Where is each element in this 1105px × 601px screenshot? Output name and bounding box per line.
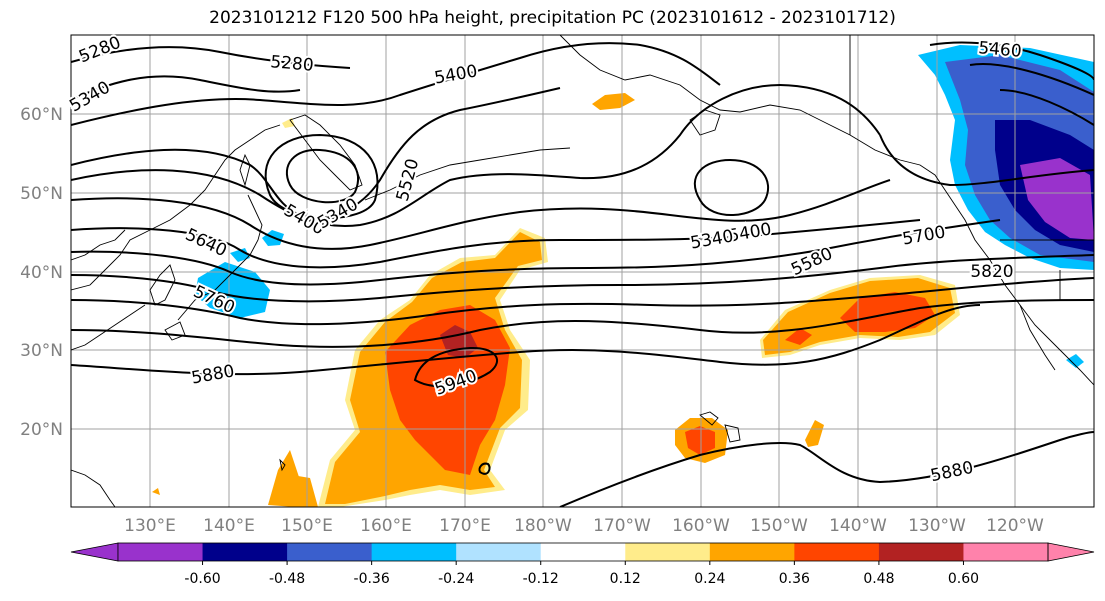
- colorbar-segment: [878, 543, 964, 561]
- colorbar-segment: [794, 543, 880, 561]
- colorbar-segment: [709, 543, 795, 561]
- contour-label: 5820: [970, 262, 1013, 282]
- colorbar-tick-label: -0.12: [523, 571, 559, 587]
- colorbar-frame: [117, 542, 1049, 562]
- longitude-label: 140°W: [829, 516, 887, 536]
- longitude-label: 150°W: [750, 516, 808, 536]
- height-contours: [71, 41, 1094, 507]
- longitude-label: 170°E: [439, 516, 491, 536]
- colorbar-tick-label: -0.60: [184, 571, 220, 587]
- latitude-labels: 60°N 50°N 40°N 30°N 20°N: [20, 105, 63, 440]
- colorbar-extend-max: [1047, 542, 1095, 562]
- latitude-label: 20°N: [20, 420, 63, 440]
- colorbar-segment: [963, 543, 1049, 561]
- latitude-label: 60°N: [20, 105, 63, 125]
- longitude-label: 120°W: [986, 516, 1044, 536]
- longitude-label: 160°E: [360, 516, 412, 536]
- longitude-labels: 130°E 140°E 150°E 160°E 170°E 180°W 170°W 160°W…: [124, 516, 1044, 536]
- colorbar-segment: [540, 543, 626, 561]
- map-title: 2023101212 F120 500 hPa height, precipit…: [209, 8, 896, 28]
- longitude-label: 160°W: [672, 516, 730, 536]
- colorbar-tick-label: -0.24: [438, 571, 474, 587]
- colorbar-segment: [202, 543, 288, 561]
- colorbar-extend-min: [70, 542, 119, 562]
- colorbar-tick-label: -0.48: [269, 571, 305, 587]
- contour-label: 5460: [978, 38, 1023, 62]
- colorbar-tick-label: 0.12: [610, 571, 641, 587]
- contour-label: 5280: [270, 52, 315, 76]
- longitude-label: 170°W: [593, 516, 651, 536]
- latitude-label: 40°N: [20, 263, 63, 283]
- colorbar-segment: [118, 543, 204, 561]
- colorbar-segment: [287, 543, 373, 561]
- colorbar-segment: [371, 543, 457, 561]
- colorbar: -0.60 -0.48 -0.36 -0.24 -0.12 0.12 0.24 0.36 0.4…: [70, 542, 1095, 587]
- colorbar-segment: [456, 543, 542, 561]
- map-frame: [70, 34, 1095, 508]
- colorbar-tick-label: 0.36: [779, 571, 810, 587]
- latitude-label: 30°N: [20, 341, 63, 361]
- longitude-label: 150°E: [281, 516, 333, 536]
- colorbar-tick-label: -0.36: [354, 571, 390, 587]
- colorbar-tick-label: 0.48: [863, 571, 894, 587]
- longitude-label: 180°W: [514, 516, 572, 536]
- longitude-label: 130°E: [124, 516, 176, 536]
- latitude-label: 50°N: [20, 184, 63, 204]
- longitude-label: 140°E: [203, 516, 255, 536]
- longitude-label: 130°W: [908, 516, 966, 536]
- colorbar-tick-label: 0.24: [694, 571, 725, 587]
- negative-anomaly-japan: [195, 262, 270, 318]
- colorbar-segment: [625, 543, 711, 561]
- colorbar-tick-label: 0.60: [948, 571, 979, 587]
